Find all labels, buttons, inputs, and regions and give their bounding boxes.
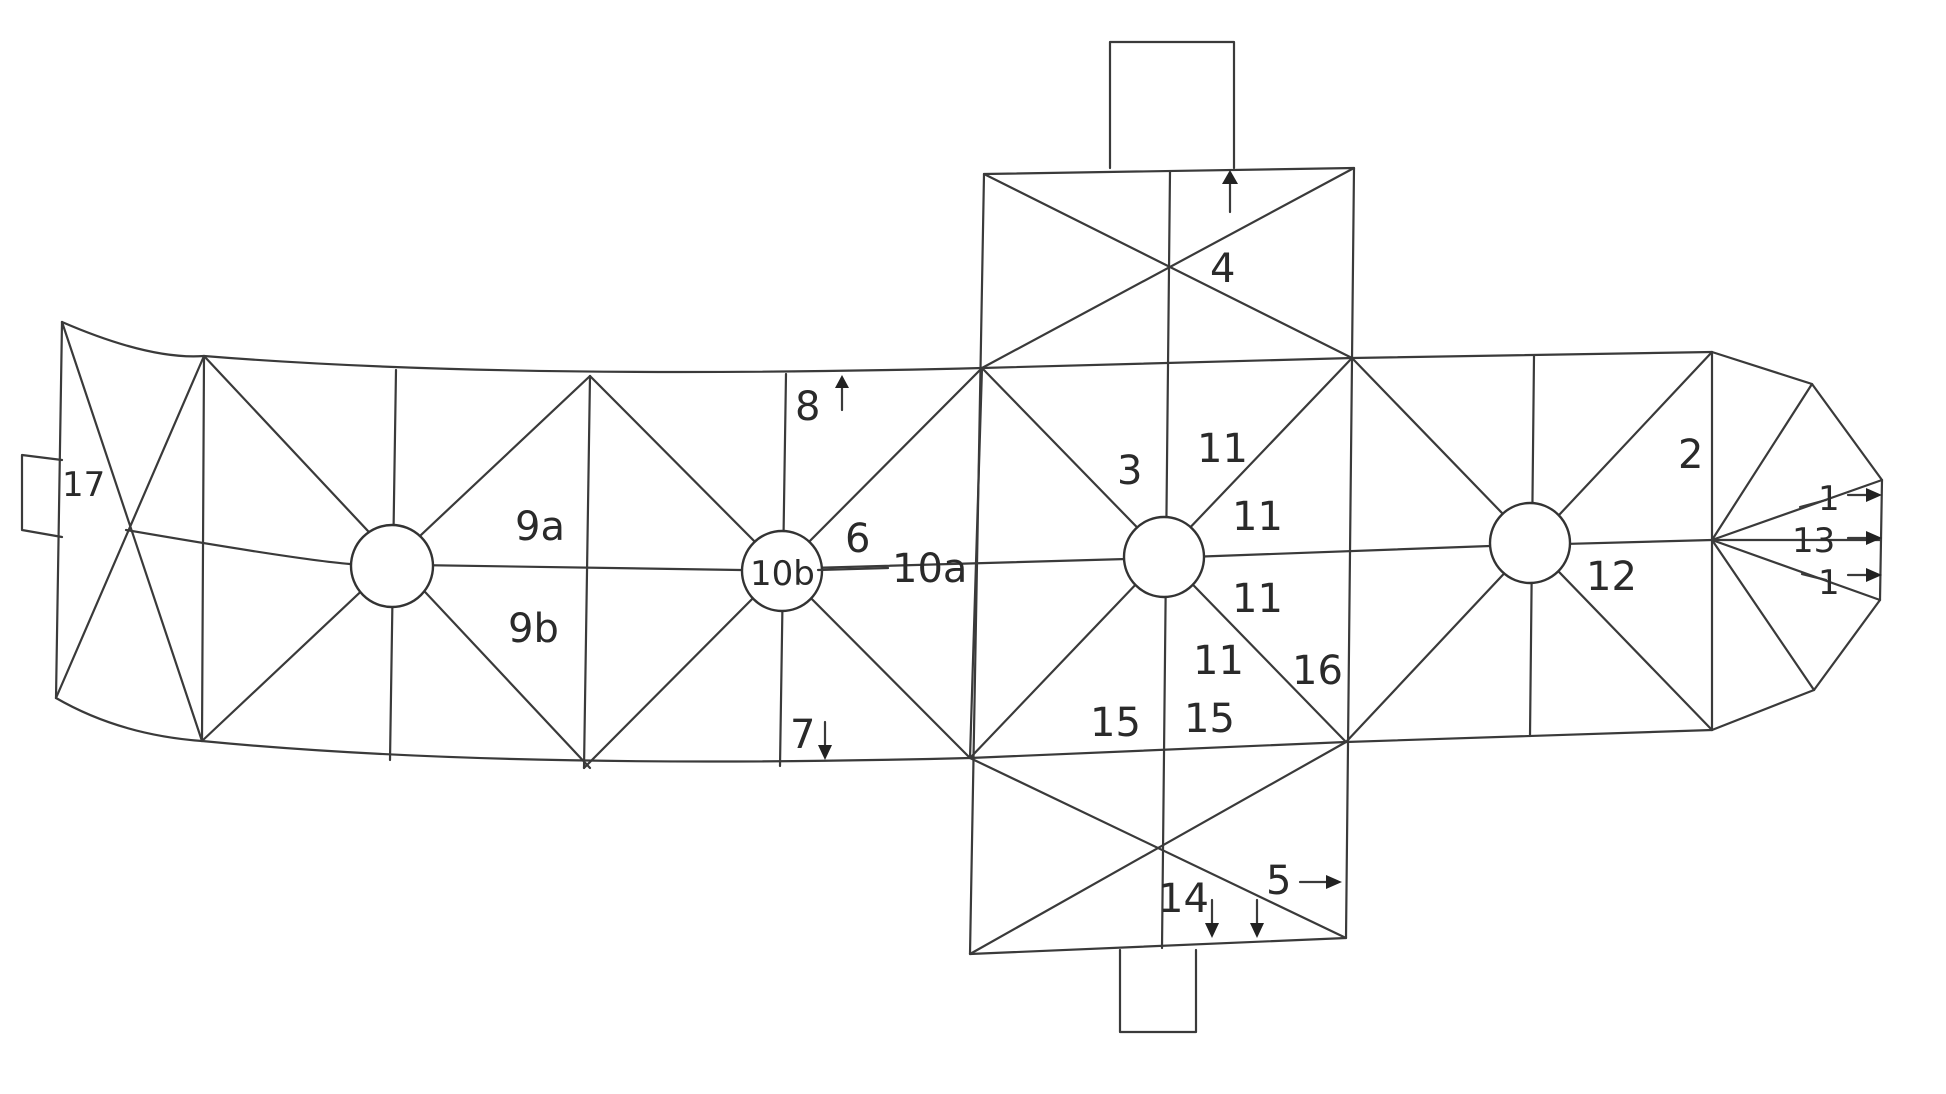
apse-rib xyxy=(1710,538,1816,692)
label-3: 3 xyxy=(1117,448,1142,494)
label-13: 13 xyxy=(1792,521,1835,561)
arrow-up-icon xyxy=(835,375,849,388)
arrow-right-icon xyxy=(1866,568,1882,582)
arrow-down-icon xyxy=(1250,923,1264,938)
south-arm-diagonal xyxy=(968,740,1348,956)
label-7: 7 xyxy=(790,712,815,758)
arrow-right-icon xyxy=(1326,875,1342,889)
apse-rib xyxy=(1710,478,1884,542)
label-9a: 9a xyxy=(515,504,565,550)
label-16: 16 xyxy=(1292,648,1343,694)
west-annex xyxy=(20,453,64,539)
leader-line xyxy=(1800,572,1828,582)
label-1-bottom: 1 xyxy=(1818,563,1840,603)
arrow-right-icon xyxy=(1866,488,1882,502)
nave-south-wall xyxy=(54,696,1714,763)
label-11-c: 11 xyxy=(1232,576,1283,622)
label-14: 14 xyxy=(1158,876,1209,922)
label-11-d: 11 xyxy=(1193,638,1244,684)
label-11-a: 11 xyxy=(1197,426,1248,472)
arrow-right-icon xyxy=(1866,531,1882,545)
nave-center-line xyxy=(124,528,1714,572)
label-8: 8 xyxy=(795,384,820,430)
pier-circle xyxy=(1488,501,1572,585)
west-wall xyxy=(54,320,64,700)
label-15-a: 15 xyxy=(1090,700,1141,746)
label-17: 17 xyxy=(62,465,105,505)
north-annex xyxy=(1108,40,1236,170)
nave-transverse-wall xyxy=(200,354,206,743)
leader-line xyxy=(816,566,890,572)
label-9b: 9b xyxy=(508,606,559,652)
label-10a: 10a xyxy=(892,546,967,592)
pier-circle-10b xyxy=(740,529,824,613)
apse-rib xyxy=(1710,382,1814,542)
label-6: 6 xyxy=(845,516,870,562)
label-15-b: 15 xyxy=(1184,696,1235,742)
nave-north-wall xyxy=(60,320,1714,374)
north-arm-diagonal xyxy=(980,166,1356,370)
pier-circle xyxy=(349,523,435,609)
west-bay-diagonal xyxy=(60,320,204,743)
leader-line xyxy=(1798,498,1828,509)
label-4: 4 xyxy=(1210,246,1235,292)
arrow-up-icon xyxy=(1222,170,1238,184)
label-11-b: 11 xyxy=(1232,494,1283,540)
label-2: 2 xyxy=(1678,432,1703,478)
west-bay-diagonal xyxy=(54,354,206,700)
north-arm-diagonal xyxy=(982,172,1354,360)
nave-transverse-wall xyxy=(582,374,592,770)
pier-circle xyxy=(1122,515,1206,599)
arrow-down-icon xyxy=(818,745,832,760)
label-5: 5 xyxy=(1266,858,1291,904)
arrow-down-icon xyxy=(1205,923,1219,938)
label-1-top: 1 xyxy=(1818,479,1840,519)
south-annex xyxy=(1118,948,1198,1034)
apse-rib xyxy=(1710,538,1882,602)
label-12: 12 xyxy=(1586,554,1637,600)
label-10b: 10b xyxy=(750,554,815,594)
